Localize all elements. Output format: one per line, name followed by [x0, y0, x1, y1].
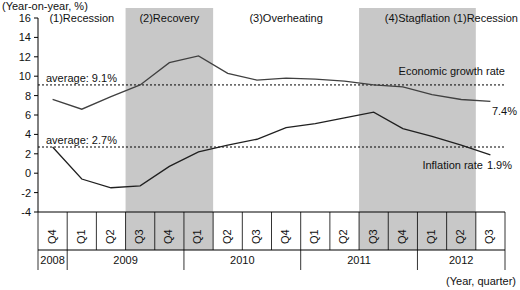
category-separator: [213, 212, 214, 250]
y-tick-label: -2: [21, 187, 31, 199]
category-label: Q3: [250, 229, 262, 244]
category-separator: [96, 212, 97, 250]
average-line: [38, 147, 505, 148]
chart: -4 -2 0 2 4 6 8 10 12 14 16 Q4 Q1 Q2 Q3 Q4 Q1 Q2 Q3 Q4 Q1 Q2 Q…: [0, 0, 520, 290]
category-separator: [329, 212, 330, 250]
category-label: Q3: [133, 229, 145, 244]
y-tick: [34, 212, 38, 213]
y-tick: [34, 76, 38, 77]
y-tick-label: 10: [19, 70, 31, 82]
phase-label: (1)Recession: [49, 12, 114, 24]
category-separator: [475, 212, 476, 250]
category-label: Q1: [425, 229, 437, 244]
category-label: Q1: [308, 229, 320, 244]
phase-band: [126, 8, 214, 250]
category-label: Q3: [367, 229, 379, 244]
category-label: Q2: [104, 229, 116, 244]
y-tick: [34, 173, 38, 174]
x-axis-label: (Year, quarter): [446, 275, 516, 287]
category-label: Q3: [483, 229, 495, 244]
phase-label: (3)Overheating: [249, 12, 322, 24]
category-separator: [300, 212, 301, 250]
category-separator: [183, 212, 184, 250]
category-separator: [242, 212, 243, 250]
category-separator: [388, 212, 389, 250]
category-separator: [359, 212, 360, 250]
average-line: [38, 84, 505, 85]
year-label: 2010: [230, 254, 254, 266]
series-line: [53, 112, 491, 188]
y-axis-label: (Year-on-year, %): [2, 0, 88, 12]
year-separator: [505, 250, 506, 270]
category-label: Q4: [279, 229, 291, 244]
year-label: 2012: [449, 254, 473, 266]
year-separator: [38, 250, 39, 270]
phase-label: (4)Stagflation: [385, 12, 450, 24]
average-label: average: 9.1%: [46, 72, 117, 84]
y-tick-label: 14: [19, 31, 31, 43]
category-separator: [67, 212, 68, 250]
category-label: Q2: [337, 229, 349, 244]
category-separator: [38, 212, 39, 250]
y-tick-label: 16: [19, 12, 31, 24]
category-label: Q4: [162, 229, 174, 244]
category-label: Q1: [75, 229, 87, 244]
y-tick-label: 4: [25, 128, 31, 140]
category-separator: [125, 212, 126, 250]
series-label: Economic growth rate: [399, 65, 505, 77]
category-label: Q1: [191, 229, 203, 244]
category-separator: [271, 212, 272, 250]
y-tick: [34, 115, 38, 116]
y-tick-label: 12: [19, 51, 31, 63]
average-label: average: 2.7%: [46, 134, 117, 146]
year-separator: [67, 250, 68, 270]
year-separator: [183, 250, 184, 270]
category-separator: [417, 212, 418, 250]
year-label: 2009: [113, 254, 137, 266]
category-label: Q4: [396, 229, 408, 244]
category-label: Q2: [221, 229, 233, 244]
phase-band: [359, 8, 476, 250]
category-separator: [446, 212, 447, 250]
year-separator: [300, 250, 301, 270]
category-separator: [505, 212, 506, 250]
year-separator: [417, 250, 418, 270]
y-tick: [34, 134, 38, 135]
y-tick-label: 0: [25, 167, 31, 179]
y-tick: [34, 192, 38, 193]
category-label: Q2: [454, 229, 466, 244]
phase-label: (2)Recovery: [139, 12, 199, 24]
series-line: [53, 56, 491, 109]
y-tick: [34, 18, 38, 19]
phase-label: (1)Recession: [453, 12, 518, 24]
y-tick: [34, 153, 38, 154]
end-label: 7.4%: [492, 105, 517, 117]
year-label: 2008: [40, 254, 64, 266]
y-tick-label: 6: [25, 109, 31, 121]
y-tick: [34, 37, 38, 38]
y-tick: [34, 95, 38, 96]
category-separator: [154, 212, 155, 250]
y-tick-label: 8: [25, 90, 31, 102]
y-tick-label: 2: [25, 148, 31, 160]
y-tick: [34, 56, 38, 57]
series-label: Inflation rate: [422, 159, 483, 171]
end-label: 1.9%: [487, 159, 512, 171]
y-tick-label: -4: [21, 206, 31, 218]
category-label: Q4: [46, 229, 58, 244]
year-label: 2011: [347, 254, 371, 266]
